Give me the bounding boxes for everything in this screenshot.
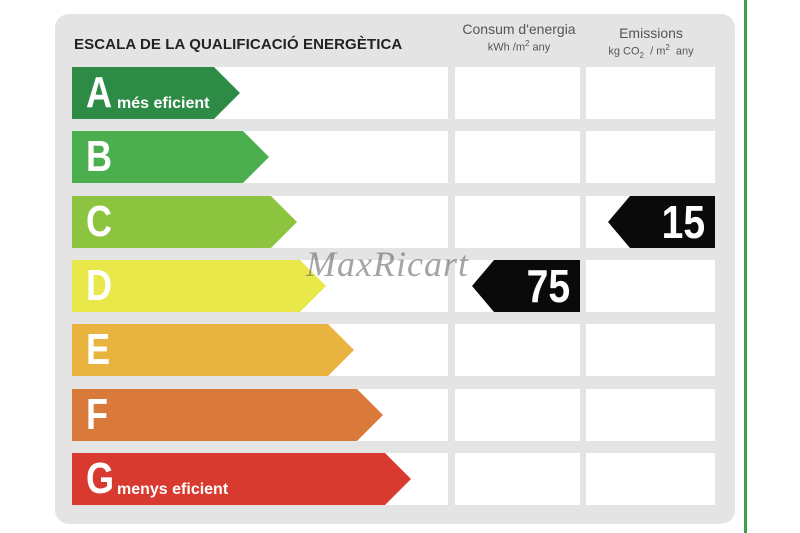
rating-arrow-f: F bbox=[72, 389, 383, 441]
emissions-cell-b bbox=[586, 131, 715, 183]
emissions-cell-g bbox=[586, 453, 715, 505]
rating-arrow-shape bbox=[72, 389, 383, 441]
rating-letter: F bbox=[86, 390, 109, 439]
emissions-indicator: 15 bbox=[608, 196, 715, 248]
rating-arrow-e: E bbox=[72, 324, 354, 376]
emissions-cell-d bbox=[586, 260, 715, 312]
rating-arrow-shape bbox=[72, 67, 240, 119]
emissions-indicator-shape bbox=[608, 196, 715, 248]
consumption-cell-e bbox=[455, 324, 580, 376]
rating-sublabel: menys eficient bbox=[117, 481, 229, 498]
consumption-unit: kWh /m2 any bbox=[487, 39, 551, 54]
rating-arrow-shape bbox=[72, 131, 269, 183]
rating-letter: B bbox=[86, 132, 113, 181]
consumption-cell-c bbox=[455, 196, 580, 248]
consumption-cell-b bbox=[455, 131, 580, 183]
rating-sublabel: més eficient bbox=[117, 95, 210, 112]
rating-arrow-b: B bbox=[72, 131, 269, 183]
emissions-indicator-value: 15 bbox=[661, 196, 705, 248]
rating-arrow-shape bbox=[72, 260, 326, 312]
consumption-cell-f bbox=[455, 389, 580, 441]
emissions-unit: kg CO2 / m2 any bbox=[608, 43, 694, 60]
consumption-cell-g bbox=[455, 453, 580, 505]
panel-title: ESCALA DE LA QUALIFICACIÓ ENERGÈTICA bbox=[74, 36, 403, 53]
consumption-column-header: Consum d'energia kWh /m2 any bbox=[455, 21, 583, 54]
rating-arrow-shape bbox=[72, 196, 297, 248]
consumption-cell-a bbox=[455, 67, 580, 119]
rating-letter: E bbox=[86, 325, 111, 374]
rating-arrow-c: C bbox=[72, 196, 297, 248]
rating-letter: A bbox=[86, 68, 113, 117]
consumption-label: Consum d'energia bbox=[462, 21, 576, 37]
rating-letter: G bbox=[86, 454, 115, 503]
rating-letter: D bbox=[86, 261, 113, 310]
emissions-column-header: Emissions kg CO2 / m2 any bbox=[586, 25, 716, 60]
consumption-indicator-value: 75 bbox=[526, 260, 570, 312]
green-edge-line bbox=[744, 0, 747, 533]
emissions-label: Emissions bbox=[619, 25, 683, 41]
emissions-cell-e bbox=[586, 324, 715, 376]
energy-rating-panel: ESCALA DE LA QUALIFICACIÓ ENERGÈTICA Con… bbox=[55, 14, 735, 524]
emissions-cell-a bbox=[586, 67, 715, 119]
watermark: MaxRicart bbox=[306, 244, 469, 284]
rating-arrow-shape bbox=[72, 324, 354, 376]
rating-letter: C bbox=[86, 197, 113, 246]
rating-arrow-shape bbox=[72, 453, 411, 505]
emissions-cell-f bbox=[586, 389, 715, 441]
consumption-indicator: 75 bbox=[472, 260, 580, 312]
rating-arrow-d: D bbox=[72, 260, 326, 312]
consumption-indicator-shape bbox=[472, 260, 580, 312]
